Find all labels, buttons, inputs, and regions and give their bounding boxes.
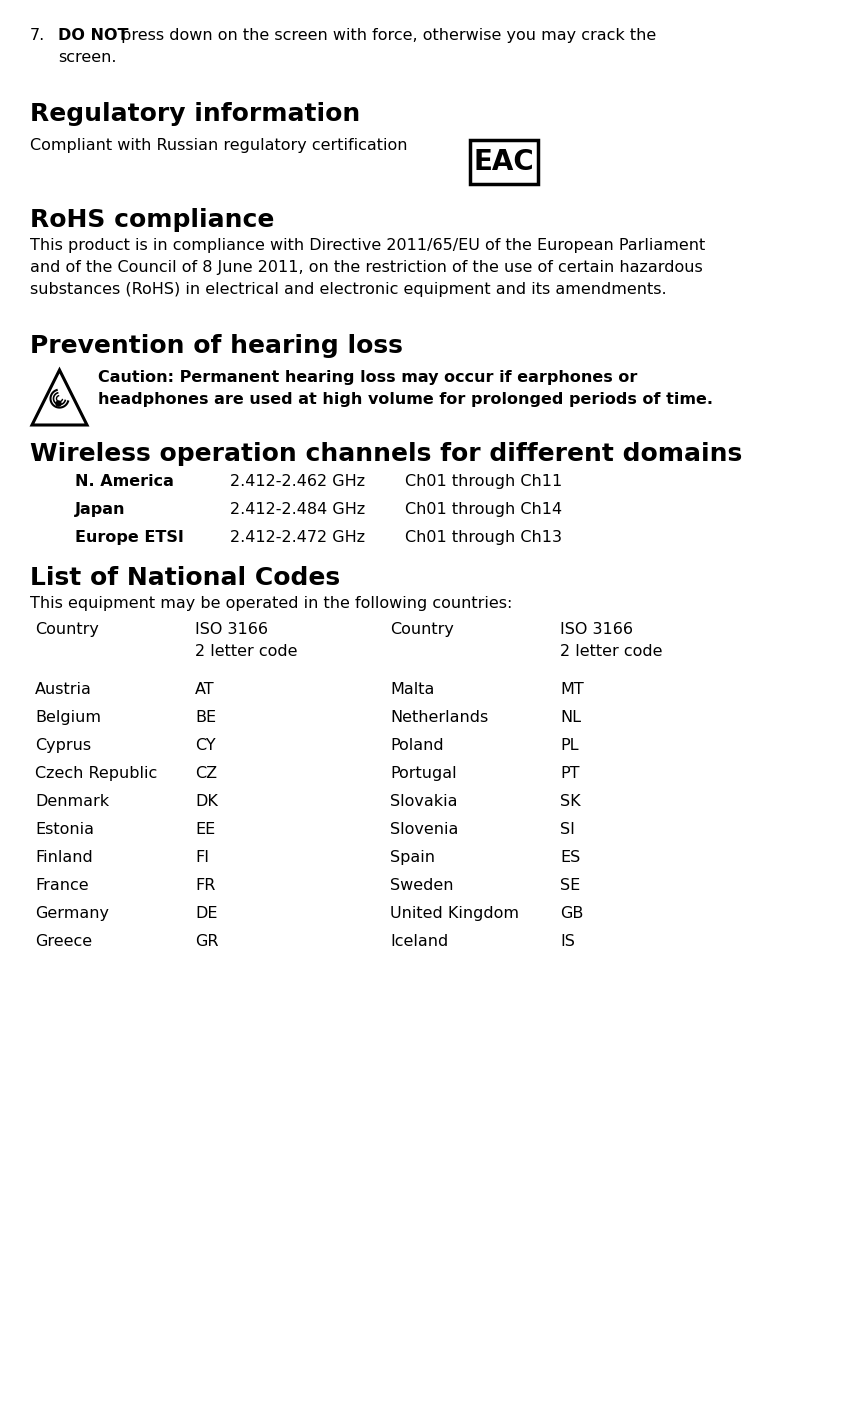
Text: Japan: Japan [75,503,125,517]
Text: AT: AT [194,682,214,696]
Text: NL: NL [560,710,580,724]
Text: DK: DK [194,795,218,809]
Text: This equipment may be operated in the following countries:: This equipment may be operated in the fo… [30,597,512,611]
Text: RoHS compliance: RoHS compliance [30,208,274,232]
Text: N. America: N. America [75,475,174,489]
Text: Portugal: Portugal [390,767,456,781]
Text: Denmark: Denmark [35,795,109,809]
Text: List of National Codes: List of National Codes [30,566,339,590]
FancyBboxPatch shape [469,140,537,184]
Text: screen.: screen. [58,51,116,65]
Text: Germany: Germany [35,906,109,921]
Text: headphones are used at high volume for prolonged periods of time.: headphones are used at high volume for p… [98,392,712,407]
Text: PL: PL [560,739,577,753]
Text: GB: GB [560,906,583,921]
Text: EE: EE [194,821,215,837]
Text: substances (RoHS) in electrical and electronic equipment and its amendments.: substances (RoHS) in electrical and elec… [30,282,666,298]
Text: GR: GR [194,934,218,949]
Text: Slovenia: Slovenia [390,821,458,837]
Text: Europe ETSI: Europe ETSI [75,529,183,545]
Text: CY: CY [194,739,215,753]
Text: press down on the screen with force, otherwise you may crack the: press down on the screen with force, oth… [116,28,655,44]
Text: EAC: EAC [473,147,534,176]
Text: Austria: Austria [35,682,92,696]
Text: Caution: Permanent hearing loss may occur if earphones or: Caution: Permanent hearing loss may occu… [98,371,636,385]
Text: Netherlands: Netherlands [390,710,488,724]
Text: Country: Country [390,622,453,637]
Text: 2 letter code: 2 letter code [560,644,662,658]
Text: BE: BE [194,710,216,724]
Text: 2.412-2.462 GHz: 2.412-2.462 GHz [229,475,365,489]
Text: ISO 3166: ISO 3166 [194,622,268,637]
Text: Malta: Malta [390,682,434,696]
Text: MT: MT [560,682,583,696]
Text: Wireless operation channels for different domains: Wireless operation channels for differen… [30,442,741,466]
Text: 2.412-2.472 GHz: 2.412-2.472 GHz [229,529,365,545]
Text: Belgium: Belgium [35,710,101,724]
Text: FI: FI [194,849,209,865]
Text: France: France [35,878,89,893]
Text: Prevention of hearing loss: Prevention of hearing loss [30,334,403,358]
Text: Czech Republic: Czech Republic [35,767,157,781]
Text: This product is in compliance with Directive 2011/65/EU of the European Parliame: This product is in compliance with Direc… [30,239,705,253]
Text: Ch01 through Ch13: Ch01 through Ch13 [404,529,561,545]
Text: PT: PT [560,767,579,781]
Text: Ch01 through Ch14: Ch01 through Ch14 [404,503,561,517]
Text: ISO 3166: ISO 3166 [560,622,632,637]
Text: ES: ES [560,849,579,865]
Text: CZ: CZ [194,767,217,781]
Text: 2.412-2.484 GHz: 2.412-2.484 GHz [229,503,365,517]
Text: Slovakia: Slovakia [390,795,457,809]
Text: SE: SE [560,878,579,893]
Text: Cyprus: Cyprus [35,739,91,753]
Text: 7.: 7. [30,28,45,44]
Text: Sweden: Sweden [390,878,453,893]
Text: United Kingdom: United Kingdom [390,906,519,921]
Text: Compliant with Russian regulatory certification: Compliant with Russian regulatory certif… [30,138,407,153]
Text: and of the Council of 8 June 2011, on the restriction of the use of certain haza: and of the Council of 8 June 2011, on th… [30,260,702,275]
Text: IS: IS [560,934,574,949]
Text: Regulatory information: Regulatory information [30,102,360,126]
Circle shape [56,402,61,406]
Text: Spain: Spain [390,849,434,865]
Text: FR: FR [194,878,215,893]
Text: DO NOT: DO NOT [58,28,128,44]
Text: SK: SK [560,795,580,809]
Text: Poland: Poland [390,739,443,753]
Text: SI: SI [560,821,574,837]
Text: Estonia: Estonia [35,821,94,837]
Text: Greece: Greece [35,934,92,949]
Text: Iceland: Iceland [390,934,448,949]
Text: Finland: Finland [35,849,93,865]
Text: Ch01 through Ch11: Ch01 through Ch11 [404,475,561,489]
Text: DE: DE [194,906,218,921]
Text: Country: Country [35,622,99,637]
Text: 2 letter code: 2 letter code [194,644,297,658]
